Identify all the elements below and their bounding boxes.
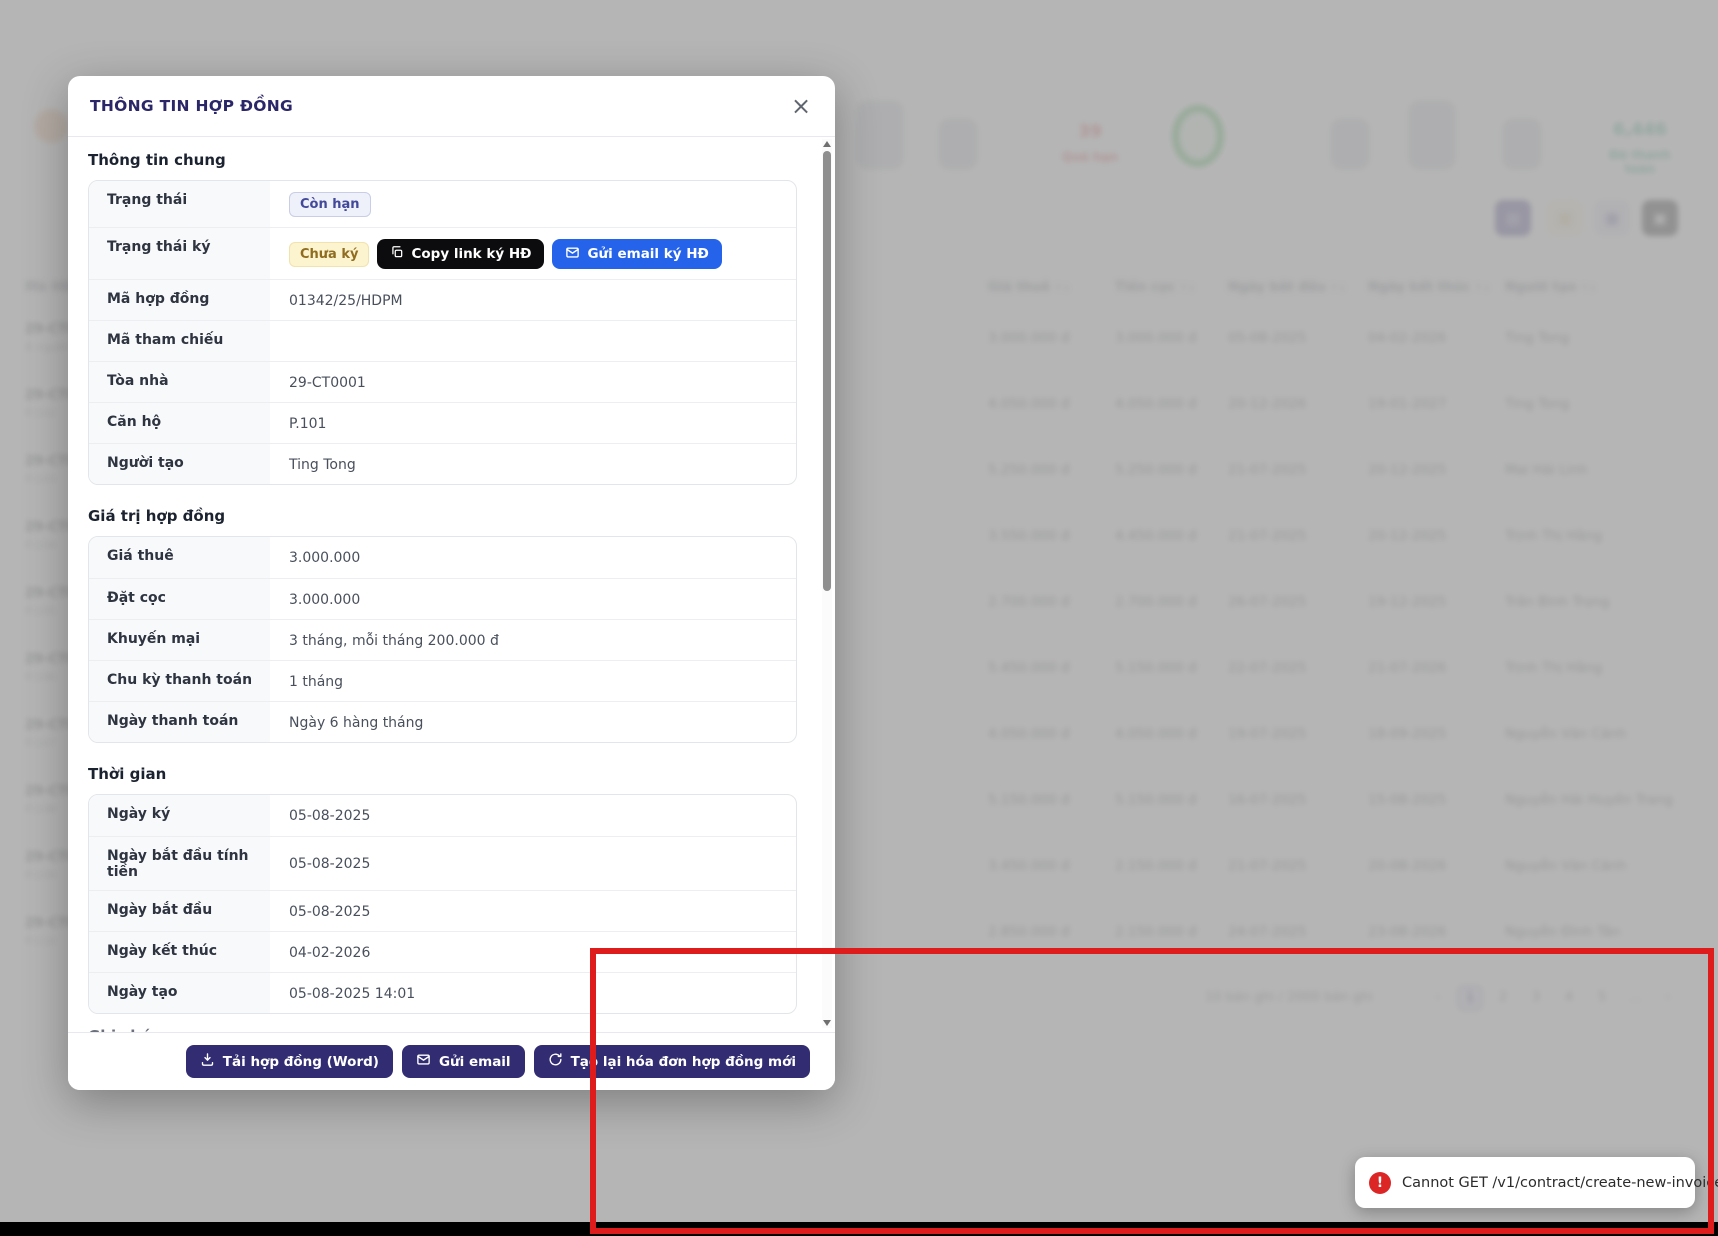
row-label: Căn hộ <box>89 403 270 443</box>
modal-header: THÔNG TIN HỢP ĐỒNG × <box>68 76 835 137</box>
error-toast[interactable]: ! Cannot GET /v1/contract/create-new-inv… <box>1355 1157 1718 1208</box>
download-word-button[interactable]: Tải hợp đồng (Word) <box>185 1045 393 1078</box>
copy-sign-link-button[interactable]: Copy link ký HĐ <box>377 239 545 269</box>
row-sign-date: Ngày ký 05-08-2025 <box>89 795 796 836</box>
row-value: 3.000.000 <box>289 591 361 608</box>
row-value: 05-08-2025 <box>289 808 371 824</box>
row-label: Người tạo <box>89 444 270 484</box>
row-value: 05-08-2025 14:01 <box>289 985 416 1002</box>
row-value: Ting Tong <box>289 456 356 473</box>
row-label: Đặt cọc <box>89 579 270 619</box>
row-status: Trạng thái Còn hạn <box>89 181 796 227</box>
row-value: 3 tháng, mỗi tháng 200.000 đ <box>289 632 499 649</box>
row-deposit: Đặt cọc 3.000.000 <box>89 578 796 619</box>
row-label: Tòa nhà <box>89 362 270 402</box>
row-label: Trạng thái ký <box>89 228 270 279</box>
modal-footer: Tải hợp đồng (Word) Gửi email Tạo lại hó… <box>68 1032 835 1090</box>
scrollbar-down-arrow[interactable] <box>823 1020 831 1026</box>
row-label: Ngày kết thúc <box>89 932 270 972</box>
modal-scrollbar[interactable] <box>822 139 832 1028</box>
time-table: Ngày ký 05-08-2025 Ngày bắt đầu tính tiề… <box>88 794 797 1014</box>
row-apartment: Căn hộ P.101 <box>89 402 796 443</box>
section-heading-time: Thời gian <box>88 765 167 783</box>
row-label: Mã hợp đồng <box>89 280 270 320</box>
row-value: Ngày 6 hàng tháng <box>289 714 424 731</box>
row-label: Ngày tạo <box>89 973 270 1013</box>
recreate-invoice-button[interactable]: Tạo lại hóa đơn hợp đồng mới <box>533 1045 810 1078</box>
general-info-table: Trạng thái Còn hạn Trạng thái ký Chưa ký… <box>88 180 797 485</box>
download-icon <box>200 1052 215 1071</box>
row-value: 1 tháng <box>289 673 344 690</box>
row-label: Mã tham chiếu <box>89 321 270 361</box>
row-building: Tòa nhà 29-CT0001 <box>89 361 796 402</box>
row-label: Chu kỳ thanh toán <box>89 661 270 701</box>
row-end-date: Ngày kết thúc 04-02-2026 <box>89 931 796 972</box>
close-icon[interactable]: × <box>787 92 815 120</box>
unsigned-badge: Chưa ký <box>289 241 370 267</box>
row-payment-day: Ngày thanh toán Ngày 6 hàng tháng <box>89 701 796 742</box>
scrollbar-up-arrow[interactable] <box>823 141 831 147</box>
row-created-date: Ngày tạo 05-08-2025 14:01 <box>89 972 796 1013</box>
error-icon: ! <box>1369 1171 1391 1194</box>
row-value: 05-08-2025 <box>289 856 371 872</box>
row-value <box>270 321 796 361</box>
row-value: 01342/25/HDPM <box>289 292 403 309</box>
contract-value-table: Giá thuê 3.000.000 Đặt cọc 3.000.000 Khu… <box>88 536 797 743</box>
row-value: Chưa ký Copy link ký HĐ Gửi email ký HĐ <box>270 228 796 279</box>
row-promotion: Khuyến mại 3 tháng, mỗi tháng 200.000 đ <box>89 619 796 660</box>
row-label: Trạng thái <box>89 181 270 227</box>
row-label: Khuyến mại <box>89 620 270 660</box>
row-rent-price: Giá thuê 3.000.000 <box>89 537 796 578</box>
status-badge: Còn hạn <box>289 192 371 217</box>
section-heading-general: Thông tin chung <box>88 151 226 169</box>
toast-message: Cannot GET /v1/contract/create-new-invoi… <box>1402 1174 1718 1191</box>
contract-info-modal: THÔNG TIN HỢP ĐỒNG × Thông tin chung Trạ… <box>68 76 835 1090</box>
email-icon <box>565 245 580 264</box>
row-sign-status: Trạng thái ký Chưa ký Copy link ký HĐ Gử… <box>89 227 796 279</box>
row-contract-code: Mã hợp đồng 01342/25/HDPM <box>89 279 796 320</box>
row-label: Giá thuê <box>89 537 270 578</box>
row-label: Ngày bắt đầu tính tiền <box>89 837 270 890</box>
row-creator: Người tạo Ting Tong <box>89 443 796 484</box>
row-start-date: Ngày bắt đầu 05-08-2025 <box>89 890 796 931</box>
row-value: 29-CT0001 <box>289 374 366 391</box>
copy-icon <box>390 245 404 263</box>
row-value: Còn hạn <box>270 181 796 227</box>
row-value: P.101 <box>289 415 327 432</box>
row-value: 3.000.000 <box>289 550 361 566</box>
row-billing-start-date: Ngày bắt đầu tính tiền 05-08-2025 <box>89 836 796 890</box>
row-payment-cycle: Chu kỳ thanh toán 1 tháng <box>89 660 796 701</box>
modal-body: Thông tin chung Trạng thái Còn hạn Trạng… <box>68 137 835 1032</box>
row-value: 04-02-2026 <box>289 944 371 961</box>
section-heading-value: Giá trị hợp đồng <box>88 507 226 525</box>
send-sign-email-button[interactable]: Gửi email ký HĐ <box>552 239 722 269</box>
row-label: Ngày ký <box>89 795 270 836</box>
scrollbar-thumb[interactable] <box>823 151 831 591</box>
row-label: Ngày thanh toán <box>89 702 270 742</box>
row-label: Ngày bắt đầu <box>89 891 270 931</box>
refresh-icon <box>548 1052 563 1071</box>
annotation-rectangle <box>590 948 1714 1234</box>
row-reference-code: Mã tham chiếu <box>89 320 796 361</box>
modal-title: THÔNG TIN HỢP ĐỒNG <box>90 97 294 115</box>
email-icon <box>416 1052 431 1071</box>
clipped-next-section: Ghi chú <box>88 1027 797 1032</box>
row-value: 05-08-2025 <box>289 903 371 920</box>
send-email-button[interactable]: Gửi email <box>401 1045 525 1078</box>
